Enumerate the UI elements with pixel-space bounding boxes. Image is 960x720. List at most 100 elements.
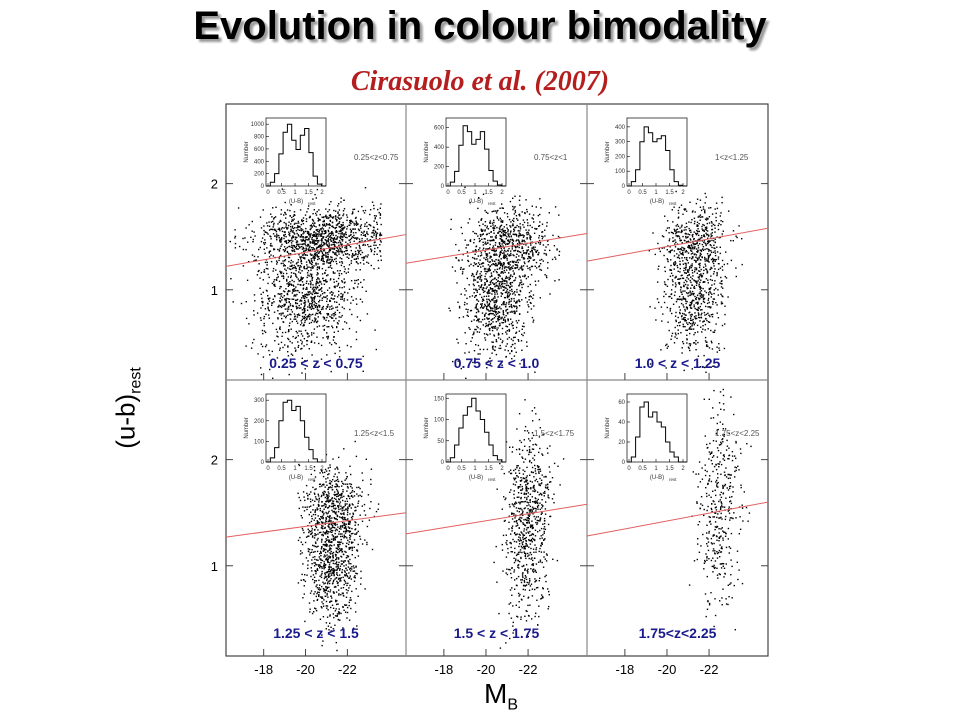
scatter-point (478, 331, 481, 333)
scatter-point (509, 289, 511, 292)
scatter-point (710, 340, 713, 342)
scatter-point (312, 257, 314, 259)
scatter-point (330, 260, 332, 263)
scatter-point (299, 307, 301, 309)
scatter-point (721, 302, 724, 305)
scatter-point (333, 216, 335, 218)
scatter-point (698, 270, 700, 272)
scatter-point (345, 241, 347, 243)
scatter-point (306, 492, 308, 495)
scatter-point (281, 335, 283, 337)
scatter-point (517, 250, 519, 253)
scatter-point (322, 260, 325, 262)
scatter-point (313, 288, 315, 291)
scatter-point (356, 303, 358, 305)
scatter-point (356, 223, 359, 225)
scatter-point (343, 251, 345, 253)
scatter-point (359, 225, 362, 227)
scatter-point (489, 222, 491, 224)
scatter-point (290, 230, 292, 233)
scatter-point (351, 527, 353, 530)
scatter-point (704, 263, 706, 265)
scatter-point (242, 265, 245, 267)
scatter-point (665, 229, 667, 232)
scatter-point (679, 239, 682, 242)
inset-y-label: Number (244, 141, 250, 162)
scatter-point (722, 220, 724, 223)
scatter-point (325, 518, 328, 520)
scatter-point (474, 250, 476, 252)
scatter-point (696, 232, 699, 235)
scatter-point (321, 251, 323, 253)
scatter-point (510, 226, 512, 228)
scatter-point (527, 311, 529, 313)
scatter-point (503, 280, 506, 282)
scatter-point (716, 274, 718, 277)
scatter-point (721, 202, 723, 204)
scatter-point (673, 228, 675, 231)
scatter-point (313, 600, 315, 602)
scatter-point (491, 290, 493, 292)
scatter-point (323, 296, 325, 298)
scatter-point (260, 367, 262, 369)
scatter-point (317, 263, 319, 265)
scatter-point (687, 295, 689, 297)
scatter-point (321, 538, 323, 541)
scatter-point (488, 232, 490, 235)
scatter-point (487, 304, 489, 306)
scatter-point (503, 253, 505, 255)
scatter-point (313, 562, 315, 564)
scatter-point (314, 493, 316, 495)
scatter-point (528, 213, 531, 215)
scatter-point (511, 311, 513, 313)
scatter-point (292, 215, 295, 217)
scatter-point (479, 348, 481, 351)
scatter-point (319, 567, 321, 569)
scatter-point (717, 258, 720, 260)
scatter-point (309, 498, 312, 500)
scatter-point (508, 278, 510, 280)
scatter-point (684, 208, 687, 210)
scatter-point (311, 307, 314, 309)
scatter-point (302, 243, 304, 246)
scatter-point (349, 536, 351, 539)
scatter-point (486, 233, 488, 235)
scatter-point (508, 291, 510, 294)
scatter-point (512, 254, 514, 256)
scatter-point (703, 241, 705, 244)
scatter-point (705, 317, 707, 320)
scatter-point (286, 246, 288, 249)
scatter-point (705, 268, 707, 270)
scatter-point (297, 264, 299, 267)
scatter-point (713, 331, 716, 333)
scatter-point (347, 292, 349, 294)
scatter-point (679, 248, 681, 250)
scatter-point (332, 226, 334, 229)
scatter-point (272, 207, 274, 209)
scatter-point (649, 306, 651, 308)
scatter-point (308, 249, 310, 251)
scatter-point (699, 252, 702, 254)
scatter-point (310, 274, 313, 277)
scatter-point (294, 347, 296, 349)
scatter-point (500, 292, 502, 294)
scatter-point (708, 240, 710, 242)
scatter-point (526, 233, 528, 236)
scatter-point (357, 524, 359, 526)
scatter-point (482, 307, 484, 309)
scatter-point (496, 329, 498, 331)
scatter-point (327, 217, 329, 220)
scatter-point (483, 295, 485, 298)
scatter-point (336, 488, 338, 491)
scatter-point (365, 290, 367, 292)
scatter-point (301, 278, 303, 280)
scatter-point (692, 275, 694, 277)
scatter-point (488, 270, 490, 272)
scatter-point (548, 212, 550, 214)
scatter-point (497, 312, 499, 315)
slide-title: Evolution in colour bimodality (193, 4, 767, 48)
scatter-point (306, 340, 309, 342)
scatter-point (338, 225, 340, 228)
scatter-point (485, 268, 487, 270)
scatter-point (306, 254, 308, 256)
